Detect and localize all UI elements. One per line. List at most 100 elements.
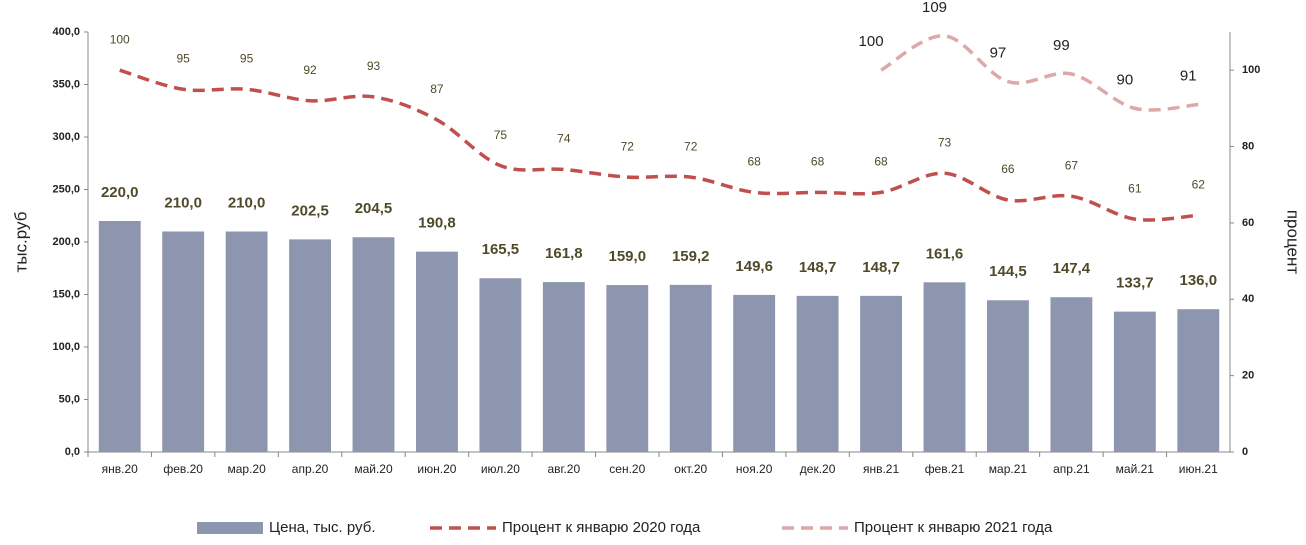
line-value-label: 92	[303, 63, 317, 77]
x-tick-label: июн.20	[417, 462, 456, 476]
line-value-label: 90	[1116, 71, 1133, 88]
x-tick-label: мар.20	[227, 462, 266, 476]
x-tick-label: окт.20	[674, 462, 707, 476]
bar	[98, 221, 141, 452]
legend-swatch	[197, 522, 263, 534]
x-tick-label: янв.21	[863, 462, 900, 476]
bar	[416, 251, 458, 452]
bar-value-label: 165,5	[482, 241, 520, 258]
x-tick-label: ноя.20	[736, 462, 773, 476]
line-value-label: 68	[811, 155, 825, 169]
y-tick-label: 200,0	[52, 236, 80, 248]
y-tick-label: 0,0	[65, 446, 80, 458]
bar-value-label: 161,8	[545, 245, 583, 262]
bar-value-label: 147,4	[1053, 260, 1091, 277]
x-tick-label: апр.20	[292, 462, 329, 476]
line-value-label: 100	[859, 33, 884, 50]
line-value-label: 61	[1128, 181, 1142, 195]
bar	[606, 285, 649, 452]
y2-axis-title: процент	[1284, 210, 1303, 275]
bar	[669, 284, 712, 452]
y-tick-label: 100,0	[52, 341, 80, 353]
y-tick-label: 50,0	[59, 393, 80, 405]
bar	[987, 300, 1029, 452]
bar-value-label: 149,6	[735, 258, 773, 275]
y-tick-label: 250,0	[52, 183, 80, 195]
legend-label: Цена, тыс. руб.	[269, 519, 376, 536]
bar-value-label: 210,0	[164, 194, 202, 211]
line-value-label: 67	[1065, 158, 1079, 172]
line-value-label: 91	[1180, 68, 1197, 85]
y-tick-label: 350,0	[52, 78, 80, 90]
line-value-label: 100	[110, 32, 130, 46]
y-tick-label: 400,0	[52, 26, 80, 38]
bar-value-label: 210,0	[228, 194, 266, 211]
bar-value-label: 202,5	[291, 202, 329, 219]
y2-tick-label: 60	[1242, 217, 1254, 229]
x-tick-label: авг.20	[548, 462, 581, 476]
bar-value-label: 136,0	[1180, 272, 1218, 289]
line-value-label: 72	[684, 139, 698, 153]
bar	[1113, 311, 1156, 452]
line-value-label: 68	[874, 155, 888, 169]
bar	[796, 295, 839, 452]
x-tick-label: апр.21	[1053, 462, 1090, 476]
bar	[225, 231, 268, 452]
bar-value-label: 144,5	[989, 263, 1027, 280]
line-value-label: 68	[747, 155, 761, 169]
bar-value-label: 148,7	[862, 259, 900, 276]
bar	[1050, 297, 1093, 452]
x-tick-label: янв.20	[102, 462, 139, 476]
x-tick-label: июн.21	[1179, 462, 1218, 476]
bar-value-label: 161,6	[926, 245, 964, 262]
x-tick-label: июл.20	[481, 462, 520, 476]
x-tick-label: дек.20	[800, 462, 836, 476]
bar	[1177, 309, 1220, 452]
bar	[860, 295, 902, 452]
line-value-label: 66	[1001, 162, 1015, 176]
line-value-label: 72	[621, 139, 635, 153]
bar	[733, 294, 776, 452]
bar	[479, 278, 522, 452]
line-value-label: 73	[938, 135, 952, 149]
y2-tick-label: 100	[1242, 64, 1260, 76]
line	[119, 68, 1199, 222]
x-tick-label: мар.21	[989, 462, 1028, 476]
line	[880, 34, 1199, 112]
y2-tick-label: 20	[1242, 370, 1254, 382]
bar-value-label: 159,0	[609, 248, 647, 265]
line-value-label: 75	[494, 128, 508, 142]
x-tick-label: сен.20	[609, 462, 645, 476]
bar	[542, 282, 585, 452]
y-tick-label: 300,0	[52, 131, 80, 143]
bar-value-label: 133,7	[1116, 275, 1154, 292]
y2-tick-label: 80	[1242, 140, 1254, 152]
x-tick-label: фев.20	[163, 462, 203, 476]
line-value-label: 62	[1192, 177, 1206, 191]
bar	[162, 231, 205, 452]
line-value-label: 93	[367, 59, 381, 73]
y-tick-label: 150,0	[52, 288, 80, 300]
y2-tick-label: 0	[1242, 446, 1248, 458]
x-tick-label: май.21	[1116, 462, 1155, 476]
y-axis-title: тыс.руб	[11, 211, 30, 272]
legend-label: Процент к январю 2020 года	[502, 519, 701, 536]
bar-value-label: 220,0	[101, 184, 139, 201]
bar-value-label: 159,2	[672, 248, 710, 265]
bar	[289, 239, 331, 452]
x-tick-label: фев.21	[925, 462, 965, 476]
legend-label: Процент к январю 2021 года	[854, 519, 1053, 536]
line-value-label: 99	[1053, 37, 1070, 54]
line-value-label: 74	[557, 132, 571, 146]
x-tick-label: май.20	[354, 462, 393, 476]
line-value-label: 109	[922, 0, 947, 16]
bar-value-label: 148,7	[799, 259, 837, 276]
line-value-label: 87	[430, 82, 444, 96]
bar-value-label: 190,8	[418, 215, 456, 232]
bar	[923, 282, 966, 452]
bar	[352, 237, 395, 452]
y2-tick-label: 40	[1242, 293, 1254, 305]
line-value-label: 95	[176, 51, 190, 65]
line-value-label: 95	[240, 51, 254, 65]
